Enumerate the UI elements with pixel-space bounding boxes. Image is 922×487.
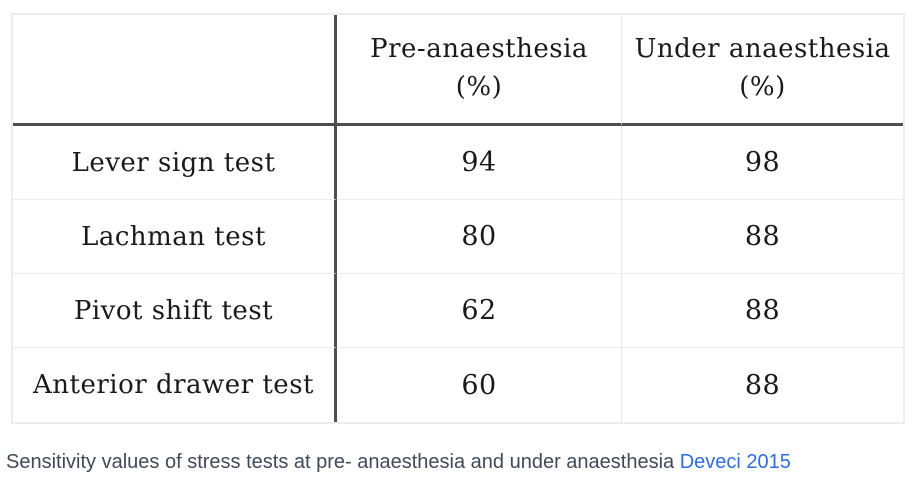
value-cell-anterior-pre: 60	[337, 348, 622, 422]
row-label-lachman-test: Lachman test	[13, 200, 337, 274]
table-caption: Sensitivity values of stress tests at pr…	[6, 451, 916, 474]
citation-link[interactable]: Deveci 2015	[679, 451, 791, 473]
value-cell-lever-under: 98	[622, 126, 903, 200]
header-cell-under-anaesthesia: Under anaesthesia (%)	[622, 15, 903, 126]
row-label-anterior-drawer-test: Anterior drawer test	[13, 348, 337, 422]
sensitivity-table: Pre-anaesthesia (%) Under anaesthesia (%…	[11, 13, 905, 424]
header-cell-empty	[13, 15, 337, 126]
header-under-line2: (%)	[739, 72, 786, 102]
caption-text: Sensitivity values of stress tests at pr…	[6, 451, 680, 473]
header-pre-line2: (%)	[455, 72, 503, 102]
header-under-line1: Under anaesthesia	[634, 34, 891, 65]
row-label-pivot-shift-test: Pivot shift test	[13, 274, 337, 348]
value-cell-anterior-under: 88	[744, 369, 781, 401]
row-label-lever-sign-test: Lever sign test	[13, 126, 337, 200]
value-cell-lachman-under: 88	[622, 200, 903, 274]
value-cell-lever-pre: 94	[337, 126, 622, 200]
value-cell-pivot-pre: 62	[337, 274, 622, 348]
value-cell-lachman-pre: 80	[337, 200, 622, 274]
header-pre-line1: Pre-anaesthesia	[370, 34, 588, 65]
value-cell-pivot-under: 88	[622, 274, 903, 348]
header-cell-pre-anaesthesia: Pre-anaesthesia (%)	[337, 15, 622, 126]
